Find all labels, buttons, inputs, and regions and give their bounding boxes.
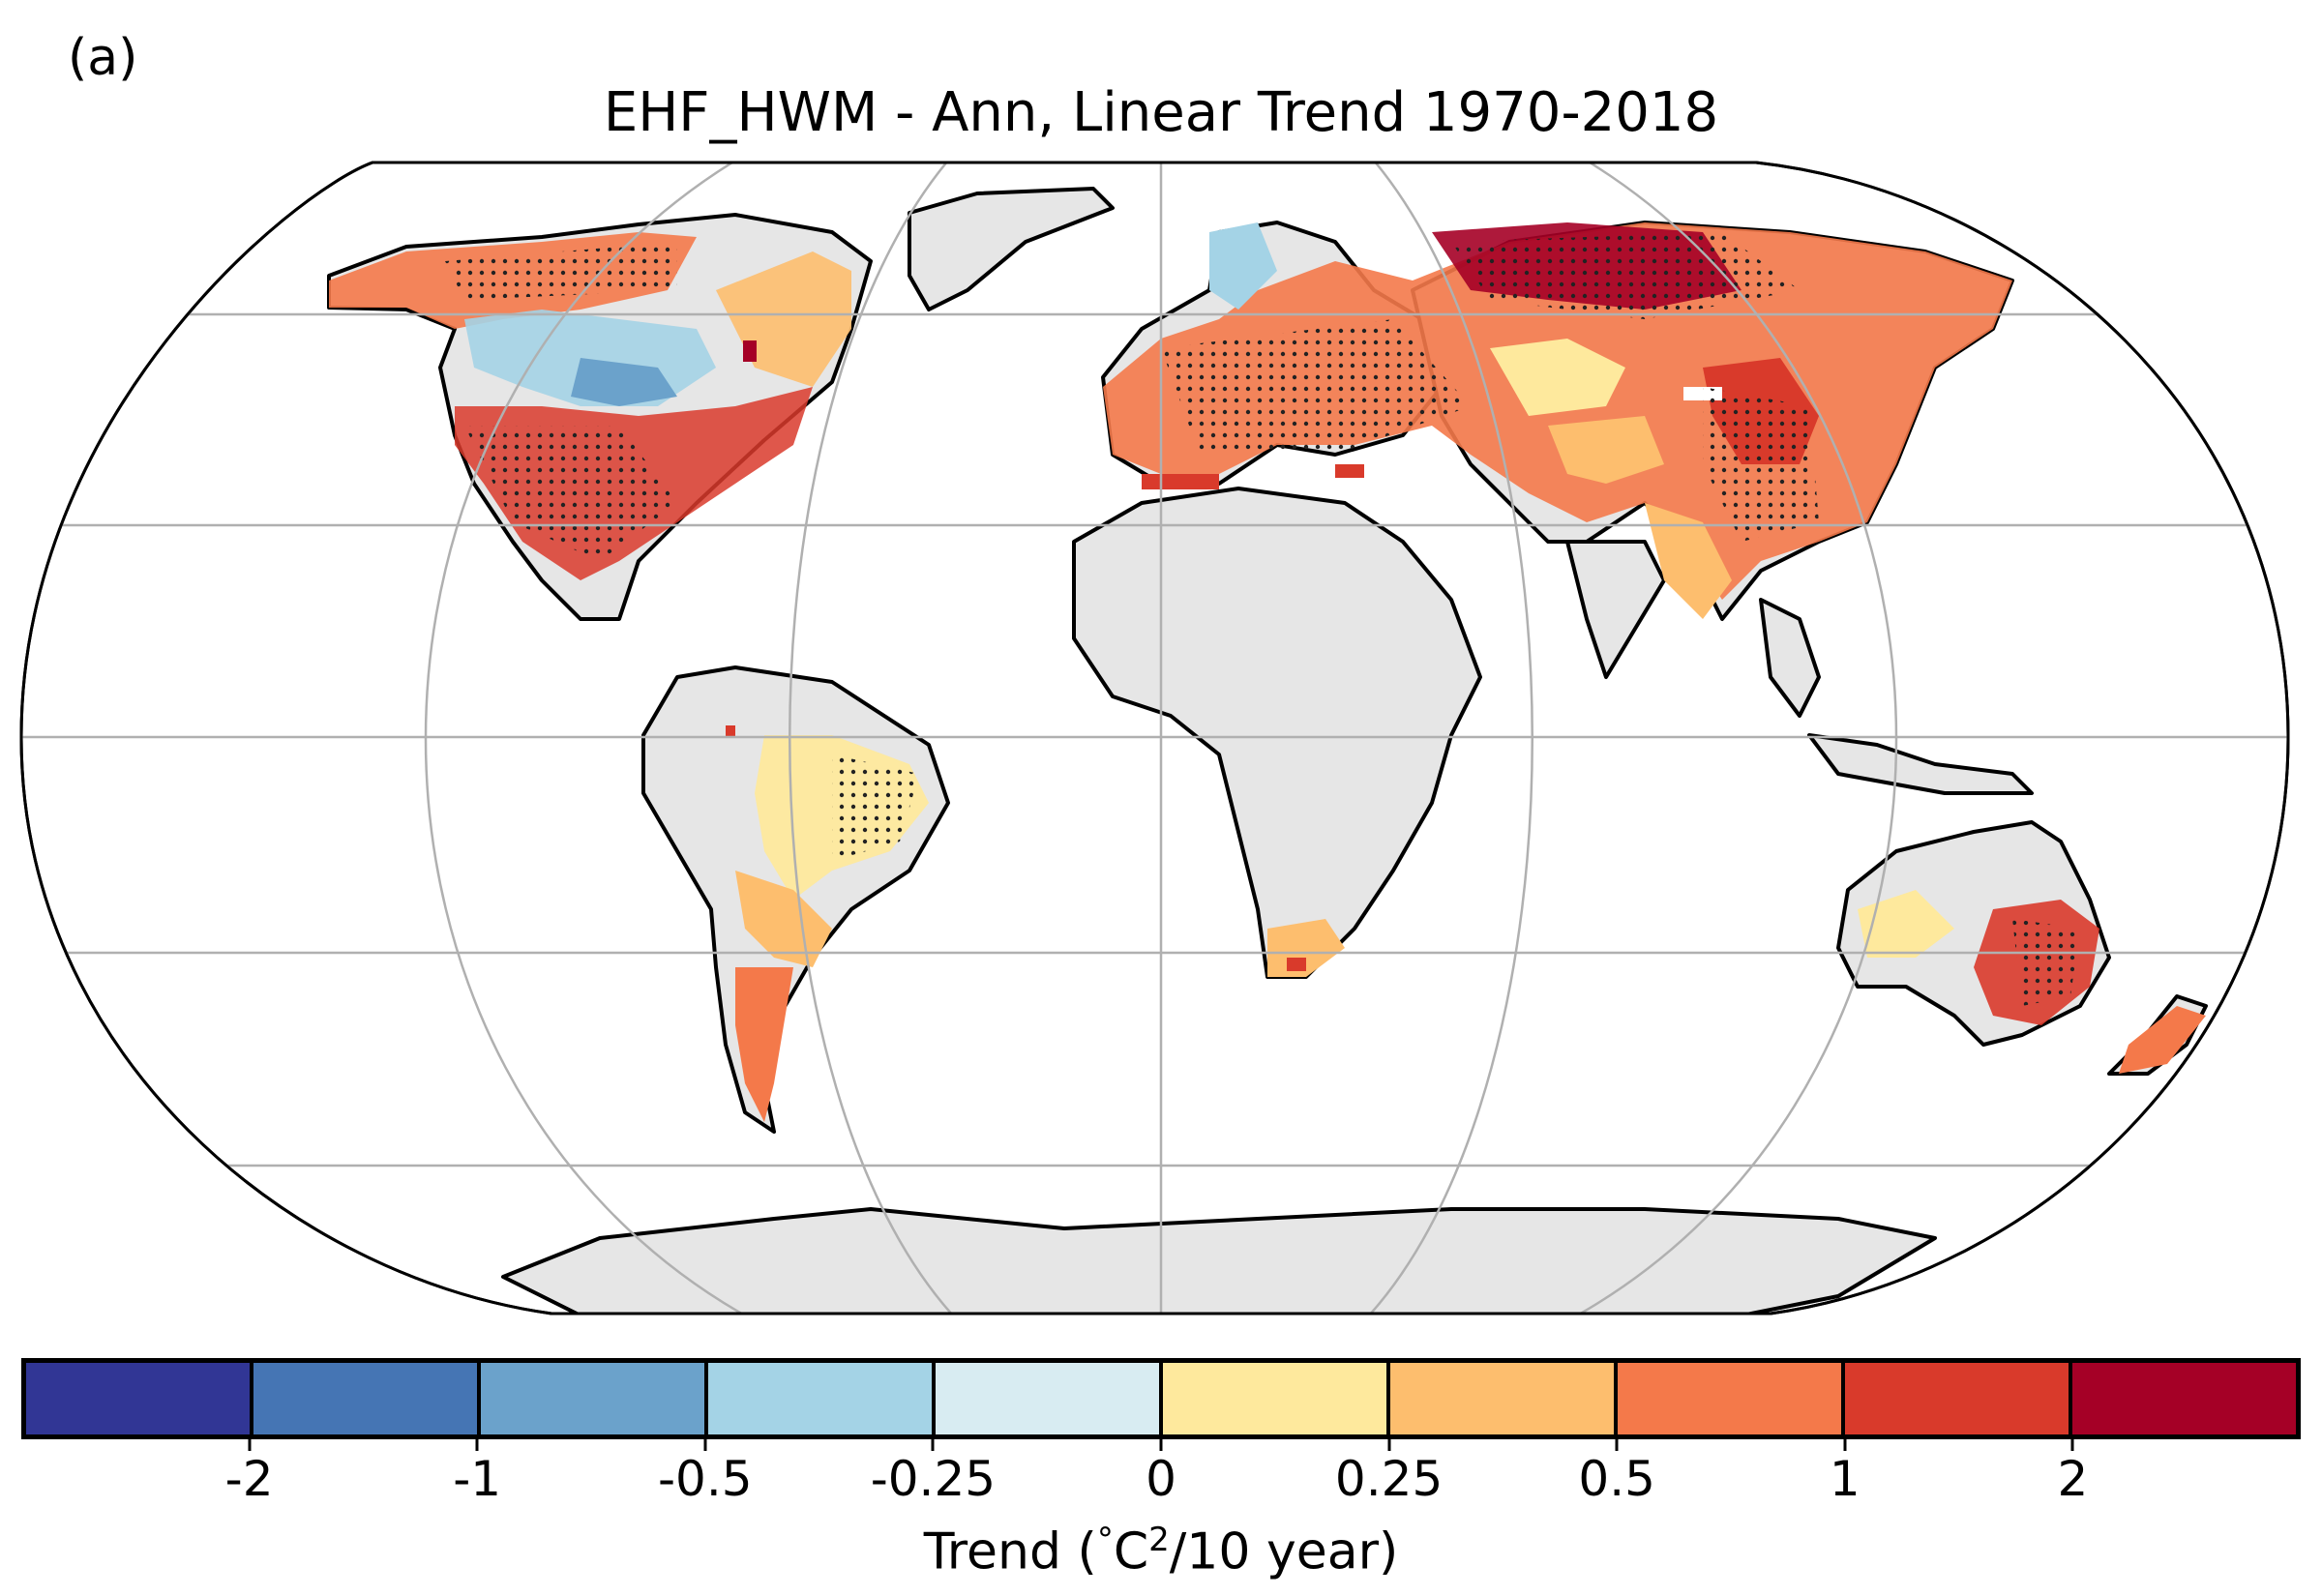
colorbar-tick-label: -0.5	[658, 1451, 753, 1507]
colorbar-segment	[708, 1363, 936, 1434]
colorbar-tickmark	[475, 1439, 479, 1451]
significance-stippling	[445, 232, 2080, 1006]
colorbar-tick-label: -2	[224, 1451, 274, 1507]
map-title: EHF_HWM - Ann, Linear Trend 1970-2018	[603, 81, 1719, 144]
colorbar-segment	[1390, 1363, 1618, 1434]
colorbar-segment	[1163, 1363, 1390, 1434]
colorbar-tickmark	[703, 1439, 707, 1451]
colorbar-segment	[2072, 1363, 2296, 1434]
colorbar	[21, 1358, 2301, 1439]
colorbar-tickmark	[1843, 1439, 1847, 1451]
colorbar-tick-label: -0.25	[870, 1451, 997, 1507]
panel-label: (a)	[68, 29, 138, 87]
colorbar-segment	[936, 1363, 1163, 1434]
colorbar-tick-label: -1	[453, 1451, 502, 1507]
colorbar-tickmark	[2070, 1439, 2074, 1451]
colorbar-segment	[1618, 1363, 1845, 1434]
colorbar-tickmark	[1387, 1439, 1391, 1451]
colorbar-tick-label: 0.5	[1578, 1451, 1655, 1507]
colorbar-segment	[481, 1363, 708, 1434]
colorbar-tick-label: 0.25	[1334, 1451, 1444, 1507]
colorbar-segment	[1845, 1363, 2072, 1434]
colorbar-tick-label: 2	[2057, 1451, 2089, 1507]
colorbar-segment	[253, 1363, 481, 1434]
world-map	[19, 161, 2290, 1315]
colorbar-tickmark	[1159, 1439, 1163, 1451]
colorbar-segment	[26, 1363, 253, 1434]
colorbar-tickmark	[248, 1439, 252, 1451]
colorbar-tickmark	[931, 1439, 935, 1451]
colorbar-tickmark	[1615, 1439, 1619, 1451]
colorbar-tick-label: 0	[1146, 1451, 1176, 1507]
graticule	[21, 163, 2288, 1314]
colorbar-tick-label: 1	[1829, 1451, 1861, 1507]
colorbar-label: Trend (°C2/10 year)	[923, 1521, 1399, 1581]
